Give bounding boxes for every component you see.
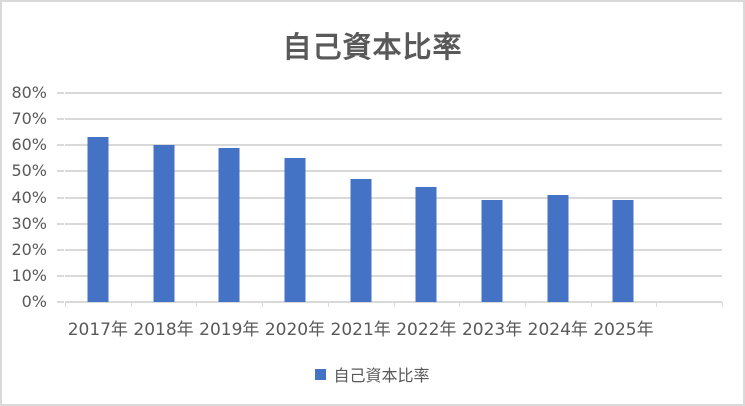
chart-title: 自己資本比率 bbox=[282, 30, 463, 64]
x-axis-tick bbox=[590, 302, 592, 307]
bar bbox=[284, 158, 306, 302]
bar bbox=[415, 187, 437, 302]
x-axis-label: 2022年 bbox=[396, 320, 457, 340]
legend-marker-icon bbox=[315, 368, 327, 380]
y-axis-tick bbox=[57, 170, 64, 173]
bar bbox=[547, 194, 569, 302]
category-slot bbox=[196, 93, 262, 302]
y-axis-tick bbox=[57, 248, 64, 251]
category-slot bbox=[328, 93, 394, 302]
x-axis-tick bbox=[656, 302, 658, 307]
x-axis-tick bbox=[327, 302, 329, 307]
bar bbox=[350, 179, 372, 302]
y-axis-tick bbox=[57, 196, 64, 199]
bar bbox=[218, 147, 240, 302]
gridline bbox=[65, 248, 722, 251]
y-axis-label: 50% bbox=[11, 161, 47, 181]
legend-label: 自己資本比率 bbox=[333, 366, 430, 385]
x-axis-label bbox=[656, 315, 722, 340]
gridline bbox=[65, 118, 722, 121]
x-axis-label: 2019年 bbox=[199, 320, 260, 340]
category-slot bbox=[656, 93, 722, 302]
x-axis-label: 2023年 bbox=[461, 320, 523, 340]
y-axis-label: 60% bbox=[11, 135, 47, 155]
gridline bbox=[65, 196, 722, 199]
bars-row bbox=[65, 93, 722, 302]
gridline bbox=[65, 274, 722, 277]
gridline bbox=[65, 222, 722, 225]
x-axis-label: 2018年 bbox=[133, 320, 194, 340]
category-slot bbox=[65, 93, 131, 302]
y-axis-tick bbox=[57, 144, 64, 147]
y-axis-label: 80% bbox=[11, 83, 47, 102]
bar bbox=[153, 145, 175, 302]
category-slot bbox=[394, 93, 460, 302]
x-axis-tick bbox=[459, 302, 461, 307]
x-axis-tick bbox=[196, 302, 198, 307]
x-axis-tick bbox=[393, 302, 395, 307]
y-axis-label: 70% bbox=[11, 109, 47, 129]
plot-area: 0% 10% 20% 30% 40% 50% 60% 70% 80% bbox=[11, 84, 723, 311]
y-axis-label: 30% bbox=[11, 213, 47, 233]
gridline bbox=[65, 92, 722, 94]
y-axis-tick bbox=[57, 92, 64, 94]
x-axis-tick bbox=[524, 302, 526, 307]
category-slot bbox=[131, 93, 197, 302]
x-axis-tick bbox=[65, 302, 66, 307]
y-axis-tick bbox=[57, 222, 64, 225]
y-axis-label: 0% bbox=[21, 292, 47, 311]
x-axis-label: 2020年 bbox=[264, 320, 326, 340]
y-axis-label: 40% bbox=[11, 187, 47, 207]
gridline bbox=[65, 170, 722, 173]
x-axis-label: 2025年 bbox=[593, 320, 654, 340]
bar bbox=[481, 200, 503, 302]
bar bbox=[612, 200, 634, 302]
x-axis-labels: 2017年 2018年 2019年 2020年 2021年 2022年 2023年 2024年… bbox=[65, 315, 722, 340]
y-axis-tick bbox=[57, 274, 64, 277]
gridline bbox=[65, 144, 722, 147]
y-axis-tick bbox=[57, 118, 64, 121]
x-axis-tick bbox=[262, 302, 264, 307]
y-axis-tick bbox=[57, 301, 64, 303]
category-slot bbox=[591, 93, 657, 302]
x-axis-label: 2017年 bbox=[67, 320, 128, 340]
category-slot bbox=[525, 93, 591, 302]
legend: 自己資本比率 bbox=[2, 362, 743, 386]
x-axis-label: 2021年 bbox=[330, 320, 391, 340]
x-axis-label: 2024年 bbox=[527, 320, 588, 340]
category-slot bbox=[459, 93, 525, 302]
category-slot bbox=[262, 93, 328, 302]
y-axis-label: 10% bbox=[11, 265, 47, 285]
x-axis-tick bbox=[130, 302, 132, 307]
y-axis-label: 20% bbox=[11, 239, 47, 259]
x-axis-tick bbox=[722, 302, 723, 307]
bar bbox=[87, 137, 109, 302]
